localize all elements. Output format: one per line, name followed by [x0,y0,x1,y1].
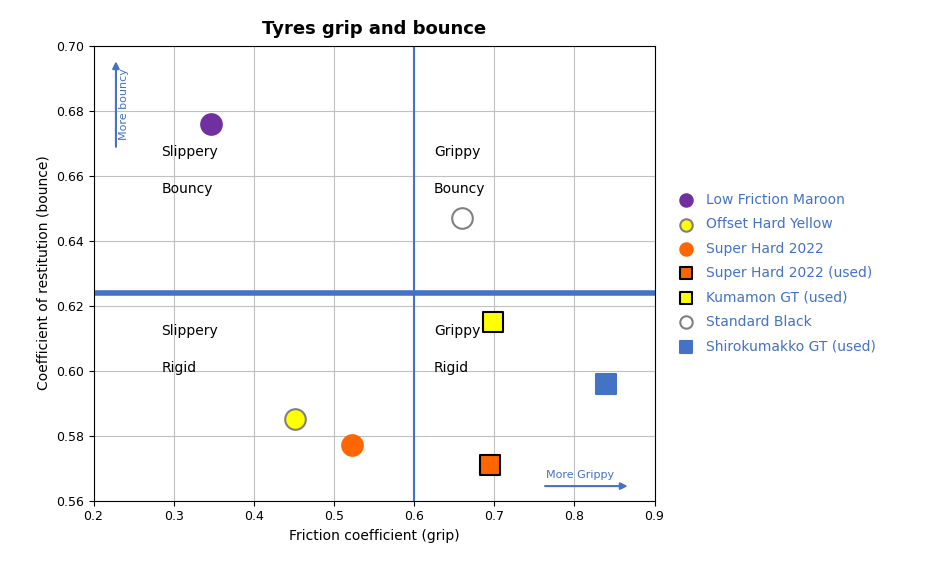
Text: Bouncy: Bouncy [434,182,485,196]
Point [454,213,469,222]
Point [345,441,360,450]
Text: More bouncy: More bouncy [119,68,129,140]
Y-axis label: Coefficient of restitution (bounce): Coefficient of restitution (bounce) [36,156,50,390]
Title: Tyres grip and bounce: Tyres grip and bounce [262,20,486,39]
Legend: Low Friction Maroon, Offset Hard Yellow, Super Hard 2022, Super Hard 2022 (used): Low Friction Maroon, Offset Hard Yellow,… [667,187,882,359]
Text: Rigid: Rigid [162,361,196,375]
Text: Slippery: Slippery [162,324,219,338]
Text: More Grippy: More Grippy [546,469,614,480]
Point [204,119,219,128]
Point [482,460,497,469]
Text: Slippery: Slippery [162,145,219,159]
Point [485,318,500,327]
Text: Rigid: Rigid [434,361,469,375]
Text: Bouncy: Bouncy [162,182,213,196]
Text: Grippy: Grippy [434,145,481,159]
X-axis label: Friction coefficient (grip): Friction coefficient (grip) [289,529,459,543]
Text: Grippy: Grippy [434,324,481,338]
Point [599,379,614,388]
Point [288,415,303,424]
